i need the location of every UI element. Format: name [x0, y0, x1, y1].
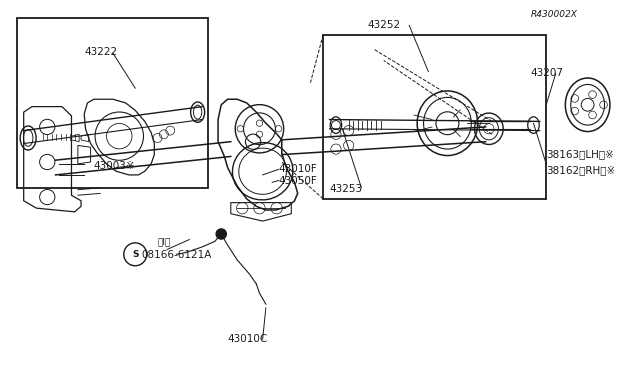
Text: 43010C: 43010C: [228, 334, 268, 344]
Text: （I）: （I）: [157, 238, 171, 247]
Text: 38162（RH）※: 38162（RH）※: [546, 166, 616, 176]
Circle shape: [216, 229, 227, 239]
Text: 43010F: 43010F: [278, 164, 317, 174]
Text: R430002X: R430002X: [531, 10, 577, 19]
Text: 43050F: 43050F: [278, 176, 317, 186]
Text: S: S: [132, 250, 138, 259]
Text: 43003※: 43003※: [94, 161, 136, 171]
Text: 43207: 43207: [531, 68, 563, 78]
Bar: [323, 35, 546, 199]
Text: 43222: 43222: [84, 47, 117, 57]
Text: 38163（LH）※: 38163（LH）※: [546, 150, 614, 160]
Text: 43252: 43252: [368, 20, 401, 30]
Bar: [17, 18, 209, 188]
Text: 43253: 43253: [330, 184, 363, 193]
Text: 08166-6121A: 08166-6121A: [141, 250, 212, 260]
